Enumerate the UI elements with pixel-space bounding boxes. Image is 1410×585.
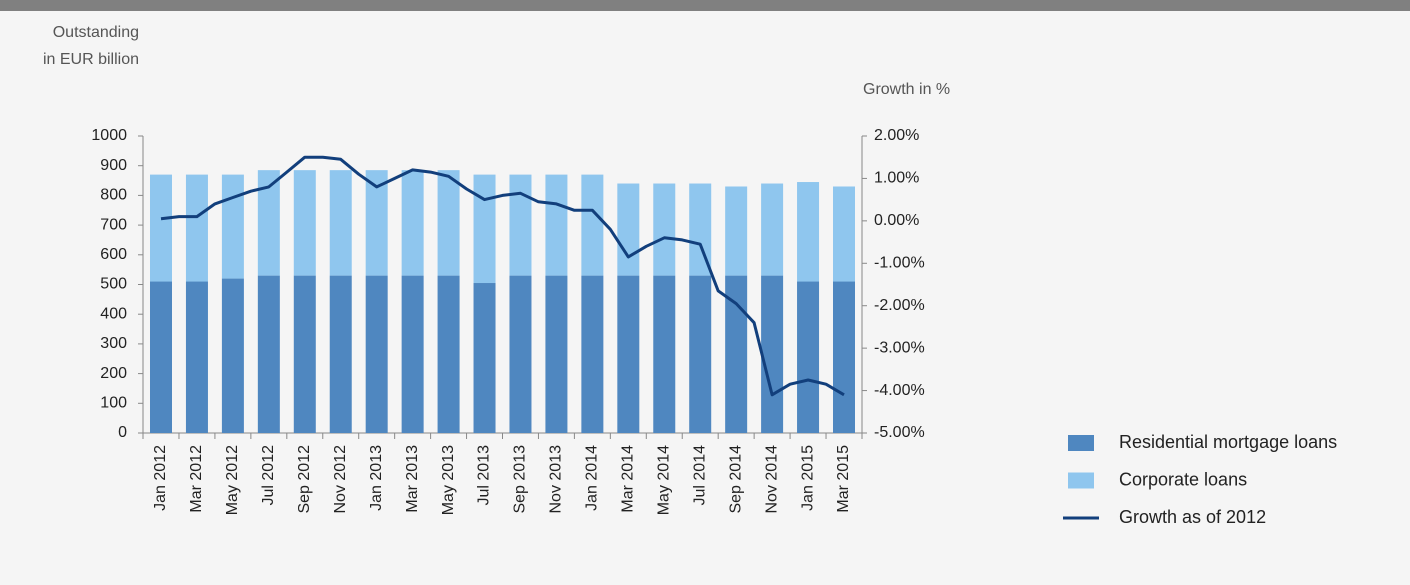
bar — [329, 170, 352, 276]
y2-tick-label: -1.00% — [874, 255, 925, 272]
legend-label: Corporate loans — [1119, 469, 1247, 489]
x-tick-label: May 2014 — [655, 445, 672, 515]
bar — [221, 278, 244, 433]
y2-tick-label: 0.00% — [874, 212, 919, 229]
x-tick-label: Jul 2012 — [260, 445, 277, 506]
y-tick-label: 0 — [118, 424, 127, 441]
bar — [653, 275, 676, 433]
x-tick-label: Jul 2014 — [691, 445, 708, 506]
bar — [473, 283, 496, 433]
bar — [653, 183, 676, 276]
bar — [437, 275, 460, 433]
x-tick-label: Jan 2014 — [584, 445, 601, 511]
bar — [689, 183, 712, 276]
y-tick-label: 200 — [100, 365, 127, 382]
bar — [689, 275, 712, 433]
bar — [617, 275, 640, 433]
y2-tick-label: -2.00% — [874, 297, 925, 314]
y-tick-label: 900 — [100, 157, 127, 174]
bar — [725, 275, 748, 433]
legend-swatch — [1068, 472, 1094, 489]
x-tick-label: Jan 2012 — [152, 445, 169, 511]
bar — [797, 281, 820, 433]
y-tick-label: 300 — [100, 335, 127, 352]
y2-tick-label: -3.00% — [874, 339, 925, 356]
y2-axis-label: Growth in % — [863, 81, 950, 98]
x-tick-label: Jul 2013 — [476, 445, 493, 506]
bar — [329, 275, 352, 433]
y-axis-label: in EUR billion — [43, 51, 139, 68]
bar — [509, 174, 532, 276]
x-tick-label: May 2012 — [224, 445, 241, 515]
line — [160, 155, 845, 397]
bar — [365, 170, 388, 276]
y-tick-label: 800 — [100, 187, 127, 204]
x-tick-label: May 2013 — [440, 445, 457, 515]
bar — [437, 170, 460, 276]
y-tick-label: 400 — [100, 305, 127, 322]
bar — [257, 275, 280, 433]
bar — [581, 275, 604, 433]
bar — [257, 170, 280, 276]
x-tick-label: Mar 2012 — [188, 445, 205, 513]
bar — [581, 174, 604, 276]
x-tick-label: Nov 2014 — [763, 445, 780, 514]
y-tick-label: 600 — [100, 246, 127, 263]
bar — [185, 174, 208, 282]
top-bar — [0, 0, 1410, 11]
legend-swatch — [1068, 435, 1094, 451]
x-tick-label: Jan 2015 — [799, 445, 816, 511]
bar — [401, 275, 424, 433]
bar — [545, 174, 568, 276]
y2-tick-label: -4.00% — [874, 382, 925, 399]
legend-label: Growth as of 2012 — [1119, 507, 1266, 527]
bar — [761, 183, 784, 276]
y-tick-label: 500 — [100, 276, 127, 293]
x-tick-label: Mar 2014 — [620, 445, 637, 513]
bar — [150, 281, 172, 433]
x-tick-label: Mar 2013 — [404, 445, 421, 513]
x-tick-label: Jan 2013 — [368, 445, 385, 511]
y-tick-label: 700 — [100, 216, 127, 233]
x-tick-label: Sep 2013 — [512, 445, 529, 514]
bar — [797, 182, 820, 282]
bar — [617, 183, 640, 276]
bar — [185, 281, 208, 433]
y-tick-label: 100 — [100, 395, 127, 412]
y-axis-label: Outstanding — [53, 24, 139, 41]
x-tick-label: Sep 2012 — [296, 445, 313, 514]
bar — [473, 174, 496, 284]
bar — [221, 174, 244, 279]
x-tick-label: Mar 2015 — [835, 445, 852, 513]
bar — [150, 174, 172, 282]
x-tick-label: Nov 2013 — [548, 445, 565, 514]
y-tick-label: 1000 — [91, 127, 127, 144]
x-tick-label: Sep 2014 — [727, 445, 744, 514]
bar — [509, 275, 532, 433]
bar — [725, 186, 748, 276]
y2-tick-label: -5.00% — [874, 424, 925, 441]
bar — [833, 186, 855, 282]
legend-label: Residential mortgage loans — [1119, 432, 1337, 452]
bar — [293, 170, 316, 276]
bar — [761, 275, 784, 433]
y2-tick-label: 1.00% — [874, 170, 919, 187]
bar — [545, 275, 568, 433]
y2-tick-label: 2.00% — [874, 127, 919, 144]
bar — [365, 275, 388, 433]
bar — [293, 275, 316, 433]
bar — [833, 281, 855, 433]
x-tick-label: Nov 2012 — [332, 445, 349, 514]
bar — [401, 170, 424, 276]
